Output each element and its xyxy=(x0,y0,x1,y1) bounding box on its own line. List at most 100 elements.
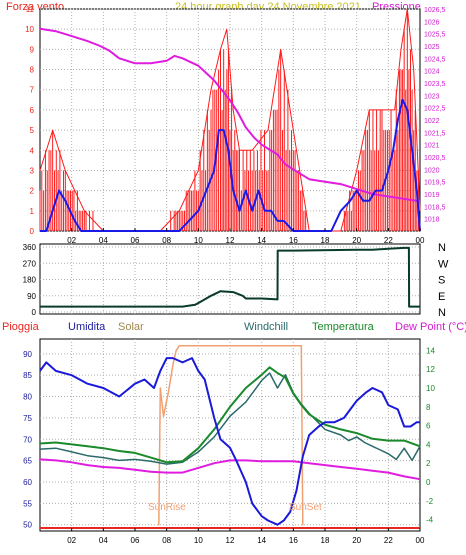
wind-direction-grid xyxy=(40,244,420,314)
pressure-tick-label: 1022,5 xyxy=(424,106,446,113)
x-tick-label: 08 xyxy=(162,536,171,545)
compass-label: N xyxy=(438,307,446,319)
legend-pioggia: Pioggia xyxy=(2,321,40,333)
dewpoint-line xyxy=(39,458,421,481)
humidity-tick-label: 60 xyxy=(23,478,32,487)
temperature-tick-label: 4 xyxy=(426,440,431,449)
legend-umidita: Umidita xyxy=(68,321,106,333)
humidity-axis-ticks: 50 55 60 65 70 75 80 85 90 xyxy=(23,350,32,530)
temperature-tick-label: 14 xyxy=(426,346,435,355)
sunset-label: SunSet xyxy=(289,502,322,513)
humidity-tick-label: 90 xyxy=(23,350,32,359)
direction-tick-label: 0 xyxy=(32,308,37,317)
temperature-line xyxy=(39,366,421,464)
pressure-tick-label: 1025 xyxy=(424,44,440,51)
x-tick-label: 14 xyxy=(257,536,266,545)
wind-tick-label: 8 xyxy=(30,66,35,75)
x-tick-label: 12 xyxy=(226,236,235,245)
x-tick-label: 08 xyxy=(162,236,171,245)
solar-line xyxy=(158,344,304,526)
pressure-axis-ticks: 1018 1018,5 1019 1019,5 1020 1020,5 1021 1021,5… xyxy=(424,7,446,224)
pressure-tick-label: 1019 xyxy=(424,192,440,199)
humidity-tick-label: 80 xyxy=(23,393,32,402)
temperature-tick-label: -2 xyxy=(426,497,434,506)
wind-pressure-grid xyxy=(40,8,420,232)
wind-direction-line xyxy=(40,246,420,308)
x-tick-label: 20 xyxy=(352,536,361,545)
direction-tick-label: 360 xyxy=(23,243,37,252)
x-tick-label: 12 xyxy=(226,536,235,545)
pressure-tick-label: 1018 xyxy=(424,217,440,224)
temperature-tick-label: 12 xyxy=(426,365,435,374)
windchill-line xyxy=(39,372,421,465)
humidity-tick-label: 55 xyxy=(23,499,32,508)
wind-time-ticks: 02 04 06 08 10 12 14 16 18 20 22 00 xyxy=(67,228,425,245)
humidity-line xyxy=(39,357,420,526)
wind-axis-ticks: 0 1 2 3 4 5 6 7 8 9 10 11 xyxy=(25,5,34,236)
wind-direction-ticks: 0 90 180 270 360 xyxy=(23,243,37,317)
wind-tick-label: 10 xyxy=(25,25,34,34)
x-tick-label: 18 xyxy=(321,236,330,245)
pressure-tick-label: 1026 xyxy=(424,19,440,26)
pressure-line xyxy=(39,27,421,203)
x-tick-label: 00 xyxy=(416,536,425,545)
pressure-tick-label: 1019,5 xyxy=(424,180,446,187)
temperature-axis-ticks: -4 -2 0 2 4 6 8 10 12 14 xyxy=(426,346,435,524)
x-tick-label: 16 xyxy=(289,536,298,545)
direction-tick-label: 270 xyxy=(23,259,37,268)
direction-tick-label: 180 xyxy=(23,276,37,285)
wind-direction-series xyxy=(40,246,420,308)
x-tick-label: 00 xyxy=(416,236,425,245)
wind-pressure-series xyxy=(39,8,421,232)
pressure-tick-label: 1023,5 xyxy=(424,81,446,88)
x-tick-label: 06 xyxy=(131,536,140,545)
pressure-tick-label: 1022 xyxy=(424,118,440,125)
pressure-tick-label: 1024 xyxy=(424,69,440,76)
wind-tick-label: 0 xyxy=(30,227,35,236)
pressure-tick-label: 1025,5 xyxy=(424,32,446,39)
pressure-tick-label: 1021 xyxy=(424,143,440,150)
compass-label: N xyxy=(438,242,446,254)
temperature-tick-label: 8 xyxy=(426,403,431,412)
sunrise-label: SunRise xyxy=(148,502,186,513)
compass-label: E xyxy=(438,291,445,303)
humidity-tick-label: 70 xyxy=(23,435,32,444)
wind-tick-label: 4 xyxy=(30,146,35,155)
pressure-tick-label: 1021,5 xyxy=(424,130,446,137)
wind-tick-label: 1 xyxy=(30,207,35,216)
legend-solar: Solar xyxy=(118,321,144,333)
wind-tick-label: 2 xyxy=(30,187,35,196)
x-tick-label: 06 xyxy=(131,236,140,245)
direction-tick-label: 90 xyxy=(27,292,36,301)
temperature-tick-label: -4 xyxy=(426,516,434,525)
compass-label: S xyxy=(438,275,445,287)
temperature-tick-label: 6 xyxy=(426,422,431,431)
temperature-tick-label: 0 xyxy=(426,478,431,487)
temp-humidity-grid xyxy=(40,339,420,531)
legend-dewpoint: Dew Point (°C) xyxy=(395,321,466,333)
humidity-tick-label: 50 xyxy=(23,521,32,530)
pressure-tick-label: 1020,5 xyxy=(424,155,446,162)
x-tick-label: 04 xyxy=(99,236,108,245)
pressure-tick-label: 1026,5 xyxy=(424,7,446,14)
temperature-tick-label: 2 xyxy=(426,459,431,468)
pressure-tick-label: 1018,5 xyxy=(424,204,446,211)
wind-tick-label: 11 xyxy=(26,5,35,14)
x-tick-label: 22 xyxy=(384,236,393,245)
x-tick-label: 22 xyxy=(384,536,393,545)
x-tick-label: 20 xyxy=(352,236,361,245)
x-tick-label: 02 xyxy=(67,236,76,245)
x-tick-label: 18 xyxy=(321,536,330,545)
x-tick-label: 16 xyxy=(289,236,298,245)
wind-tick-label: 9 xyxy=(30,45,35,54)
compass-label: W xyxy=(438,258,449,270)
x-tick-label: 10 xyxy=(194,236,203,245)
humidity-tick-label: 65 xyxy=(23,457,32,466)
x-tick-label: 02 xyxy=(67,536,76,545)
legend-windchill: Windchill xyxy=(244,321,288,333)
x-tick-label: 04 xyxy=(99,536,108,545)
humidity-tick-label: 85 xyxy=(23,371,32,380)
pressure-tick-label: 1020 xyxy=(424,167,440,174)
